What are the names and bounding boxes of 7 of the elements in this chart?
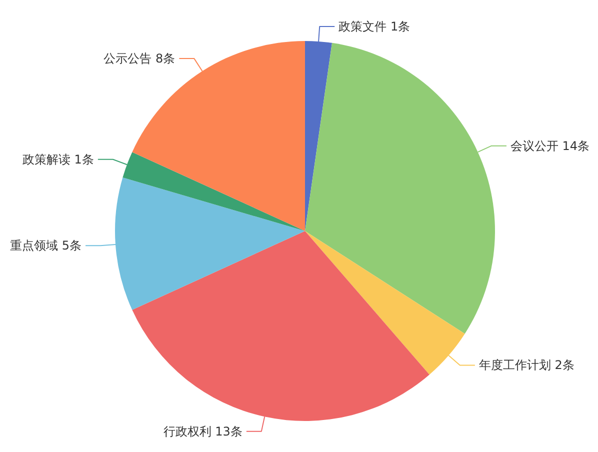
slice-label: 重点领域 5条 [10,238,82,253]
slice-label: 公示公告 8条 [104,52,176,66]
slice-label: 政策文件 1条 [338,20,410,34]
slice-label: 年度工作计划 2条 [478,358,574,372]
slice-label: 政策解读 1条 [22,152,94,166]
slice-label: 行政权利 13条 [163,424,242,438]
slice-label: 会议公开 14条 [510,138,590,153]
